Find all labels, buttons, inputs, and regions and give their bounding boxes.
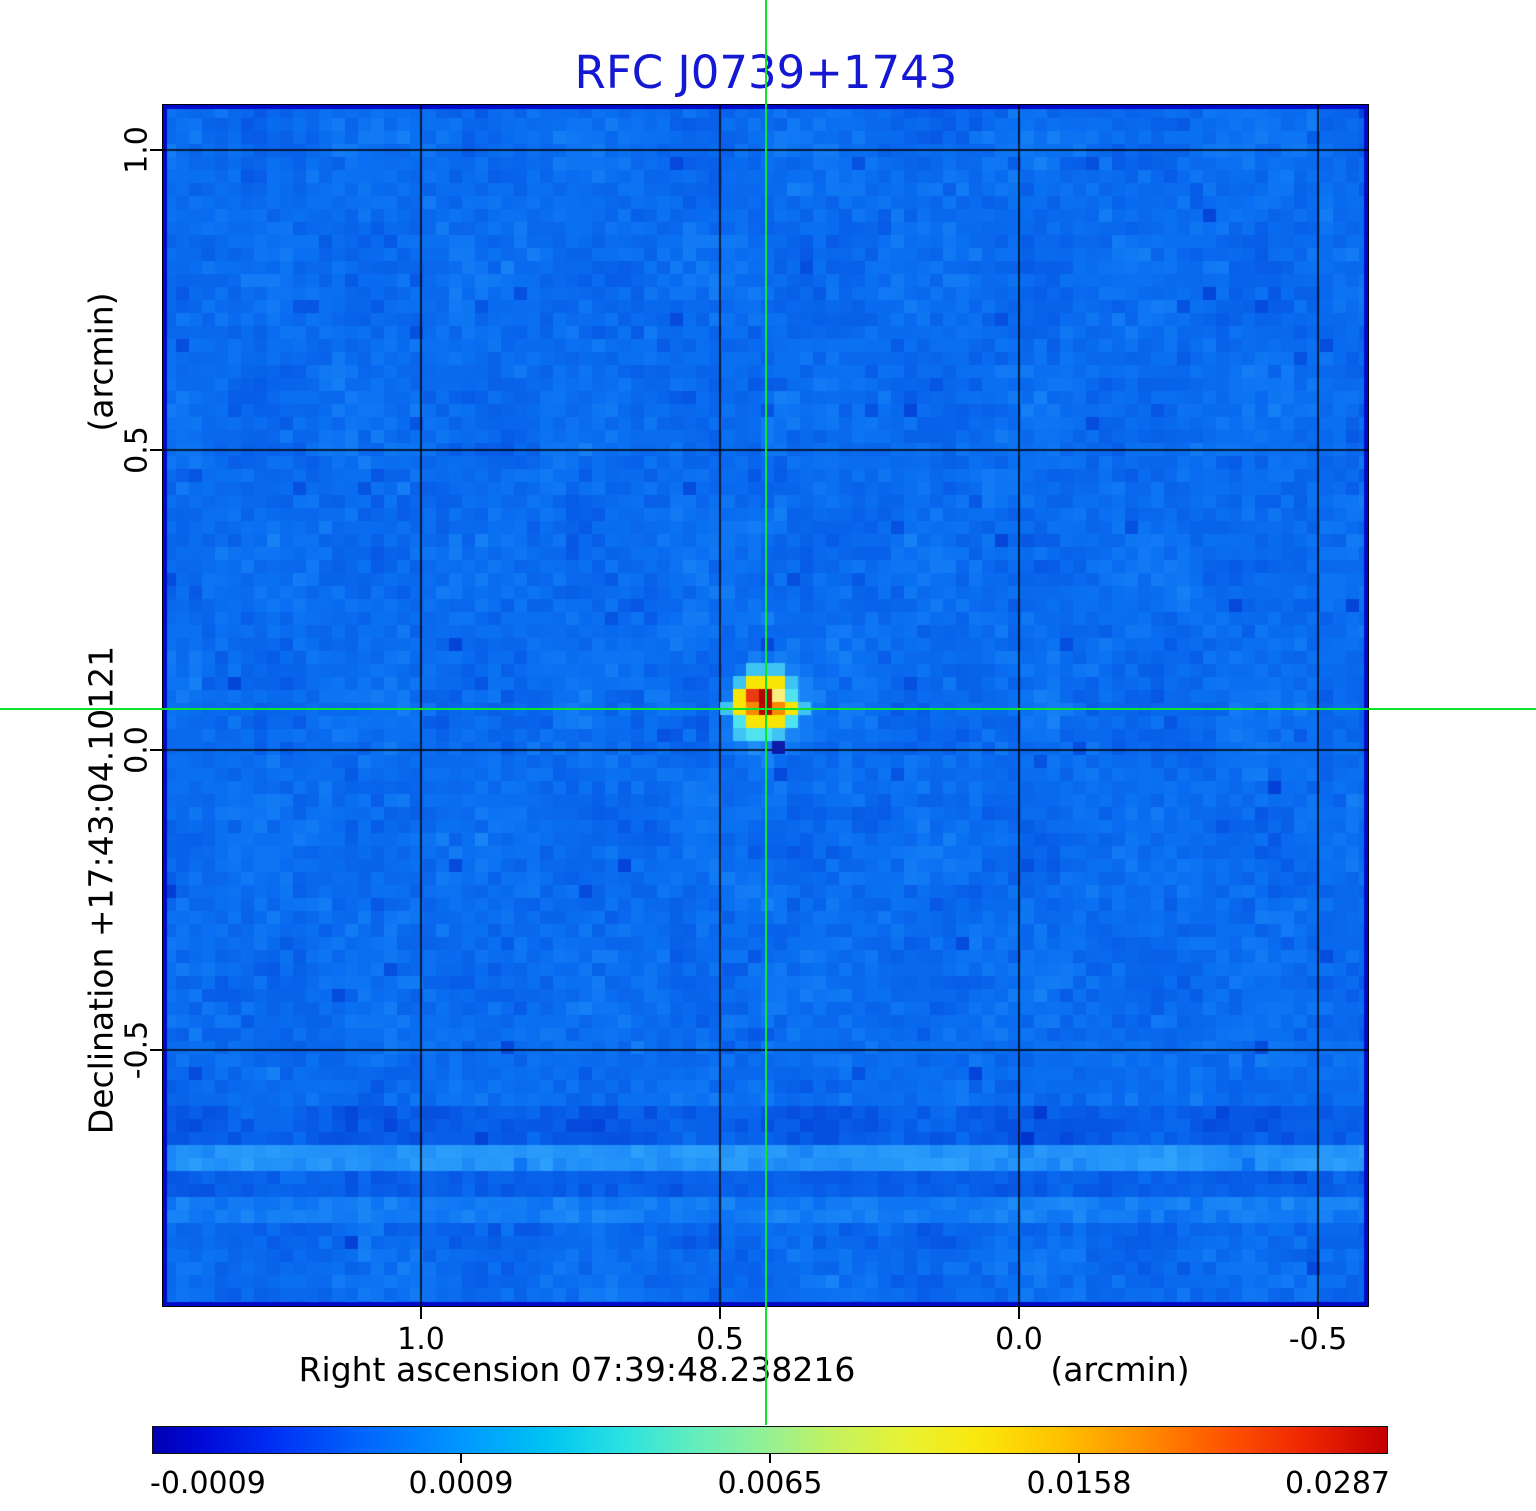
x-tick-label: 0.0 bbox=[995, 1322, 1043, 1357]
x-tick-label: 0.5 bbox=[696, 1322, 744, 1357]
colorbar-tick bbox=[1078, 1454, 1080, 1463]
colorbar-label: 0.0009 bbox=[408, 1466, 514, 1501]
x-axis-tick bbox=[1317, 1306, 1319, 1319]
colorbar-gradient bbox=[152, 1426, 1388, 1454]
y-axis-title: Declination +17:43:04.10121 bbox=[81, 645, 121, 1135]
x-axis-tick bbox=[719, 1306, 721, 1319]
colorbar-label: 0.0158 bbox=[1026, 1466, 1132, 1501]
colorbar-label: 0.0287 bbox=[1285, 1466, 1390, 1501]
colorbar-label: 0.0065 bbox=[717, 1466, 823, 1501]
x-tick-label: 1.0 bbox=[397, 1322, 445, 1357]
colorbar-tick bbox=[460, 1454, 462, 1463]
y-axis-tick bbox=[150, 449, 163, 451]
x-axis-title: Right ascension 07:39:48.238216 bbox=[298, 1350, 856, 1389]
y-axis-tick bbox=[150, 1049, 163, 1051]
y-axis-tick bbox=[150, 749, 163, 751]
x-tick-label: -0.5 bbox=[1288, 1322, 1348, 1357]
x-axis-tick bbox=[1018, 1306, 1020, 1319]
y-tick-label: 0.0 bbox=[119, 726, 155, 774]
x-axis-tick bbox=[420, 1306, 422, 1319]
y-axis-tick bbox=[150, 149, 163, 151]
y-tick-label: 1.0 bbox=[119, 126, 155, 174]
crosshair-horizontal-line bbox=[0, 708, 1536, 710]
crosshair-vertical-line bbox=[765, 0, 767, 1425]
y-tick-label: 0.5 bbox=[119, 426, 155, 474]
y-tick-label: -0.5 bbox=[119, 1020, 155, 1080]
y-axis-unit-label: (arcmin) bbox=[81, 292, 121, 432]
x-axis-unit-label: (arcmin) bbox=[1050, 1350, 1190, 1389]
colorbar-tick bbox=[769, 1454, 771, 1463]
colorbar-label: -0.0009 bbox=[150, 1466, 266, 1501]
